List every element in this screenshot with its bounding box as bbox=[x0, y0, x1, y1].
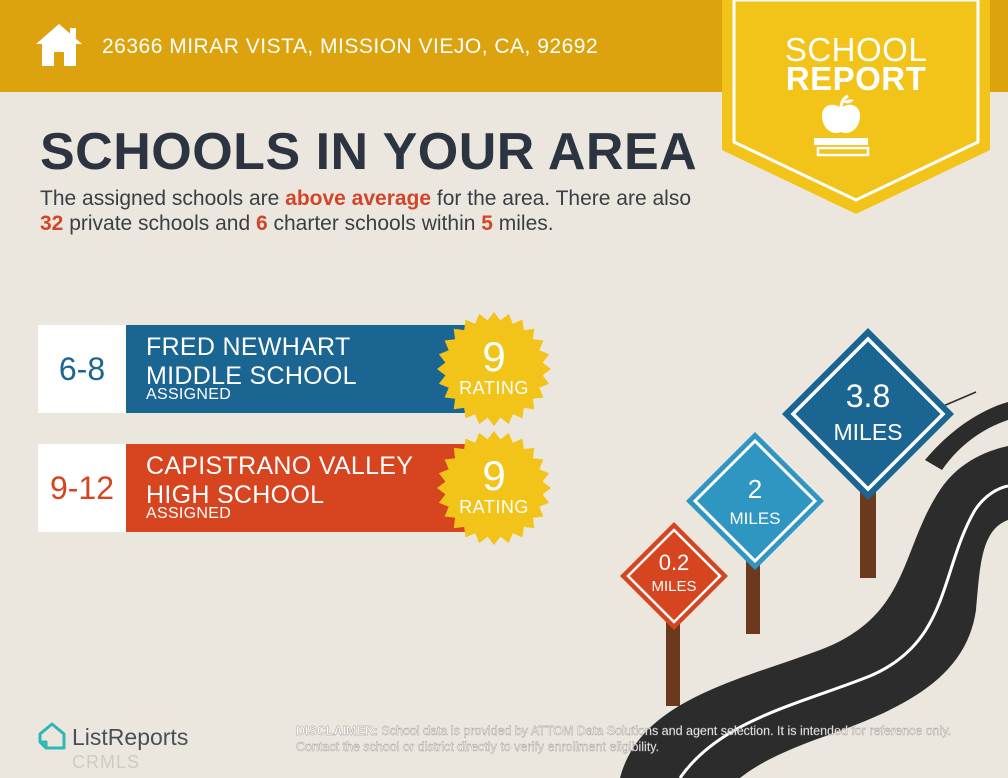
grade-range: 6-8 bbox=[38, 325, 126, 413]
rating-seal: 9 RATING bbox=[436, 311, 552, 427]
summary-text: miles. bbox=[492, 212, 554, 235]
rating-seal: 9 RATING bbox=[436, 430, 552, 546]
school-status: ASSIGNED bbox=[146, 505, 232, 522]
summary-text: private schools and bbox=[63, 212, 256, 235]
private-school-count: 32 bbox=[40, 212, 64, 235]
rating-label: RATING bbox=[459, 378, 529, 398]
school-row-high: 9-12 CAPISTRANO VALLEY HIGH SCHOOL ASSIG… bbox=[38, 444, 506, 532]
crmls-watermark: CRMLS bbox=[72, 752, 141, 772]
winding-road-illustration bbox=[620, 391, 1008, 778]
distance-unit: MILES bbox=[833, 419, 903, 445]
distance-sign-icon bbox=[686, 432, 824, 570]
rating-seal-icon bbox=[437, 431, 551, 545]
disclaimer: DISCLAIMER: School data is provided by A… bbox=[296, 723, 976, 755]
distance-value: 2 bbox=[747, 474, 763, 504]
school-name: CAPISTRANO VALLEY HIGH SCHOOL bbox=[146, 452, 413, 509]
rating-seal-icon bbox=[437, 312, 551, 426]
distance-unit: MILES bbox=[729, 509, 781, 528]
summary-text: for the area. There are also bbox=[431, 187, 692, 210]
badge-title-line2: REPORT bbox=[785, 60, 927, 97]
rating-value: 9 bbox=[482, 452, 506, 499]
badge-title-line1: SCHOOL bbox=[784, 31, 928, 68]
charter-school-count: 6 bbox=[255, 212, 268, 235]
distance-unit: MILES bbox=[651, 578, 697, 595]
summary-text: charter schools within bbox=[267, 212, 482, 235]
rating-value: 9 bbox=[482, 333, 506, 380]
summary-highlight: above average bbox=[285, 187, 432, 210]
distance-sign: 3.8 MILES bbox=[780, 378, 956, 446]
distance-value: 3.8 bbox=[845, 378, 891, 414]
grade-range: 9-12 bbox=[38, 444, 126, 532]
distance-value: 0.2 bbox=[658, 550, 690, 575]
house-icon bbox=[36, 24, 82, 66]
distance-sign: 0.2 MILES bbox=[618, 550, 730, 595]
distance-sign: 2 MILES bbox=[684, 474, 826, 529]
rating-label: RATING bbox=[459, 497, 529, 517]
search-radius: 5 bbox=[481, 212, 493, 235]
schools-summary: The assigned schools are above average f… bbox=[40, 186, 720, 236]
page-title: SCHOOLS IN YOUR AREA bbox=[40, 123, 698, 181]
apple-on-books-icon bbox=[814, 94, 870, 157]
disclaimer-label: DISCLAIMER: bbox=[296, 724, 378, 738]
disclaimer-text: School data is provided by ATTOM Data So… bbox=[296, 724, 952, 754]
distance-sign-icon bbox=[620, 522, 728, 630]
distance-sign-icon bbox=[782, 328, 954, 500]
summary-text: The assigned schools are bbox=[40, 187, 286, 210]
school-name: FRED NEWHART MIDDLE SCHOOL bbox=[146, 333, 357, 390]
property-address: 26366 MIRAR VISTA, MISSION VIEJO, CA, 92… bbox=[102, 35, 599, 58]
listreports-logo: ListReports bbox=[72, 724, 189, 750]
school-status: ASSIGNED bbox=[146, 386, 232, 403]
listreports-house-icon bbox=[38, 722, 66, 750]
school-row-middle: 6-8 FRED NEWHART MIDDLE SCHOOL ASSIGNED bbox=[38, 325, 506, 413]
